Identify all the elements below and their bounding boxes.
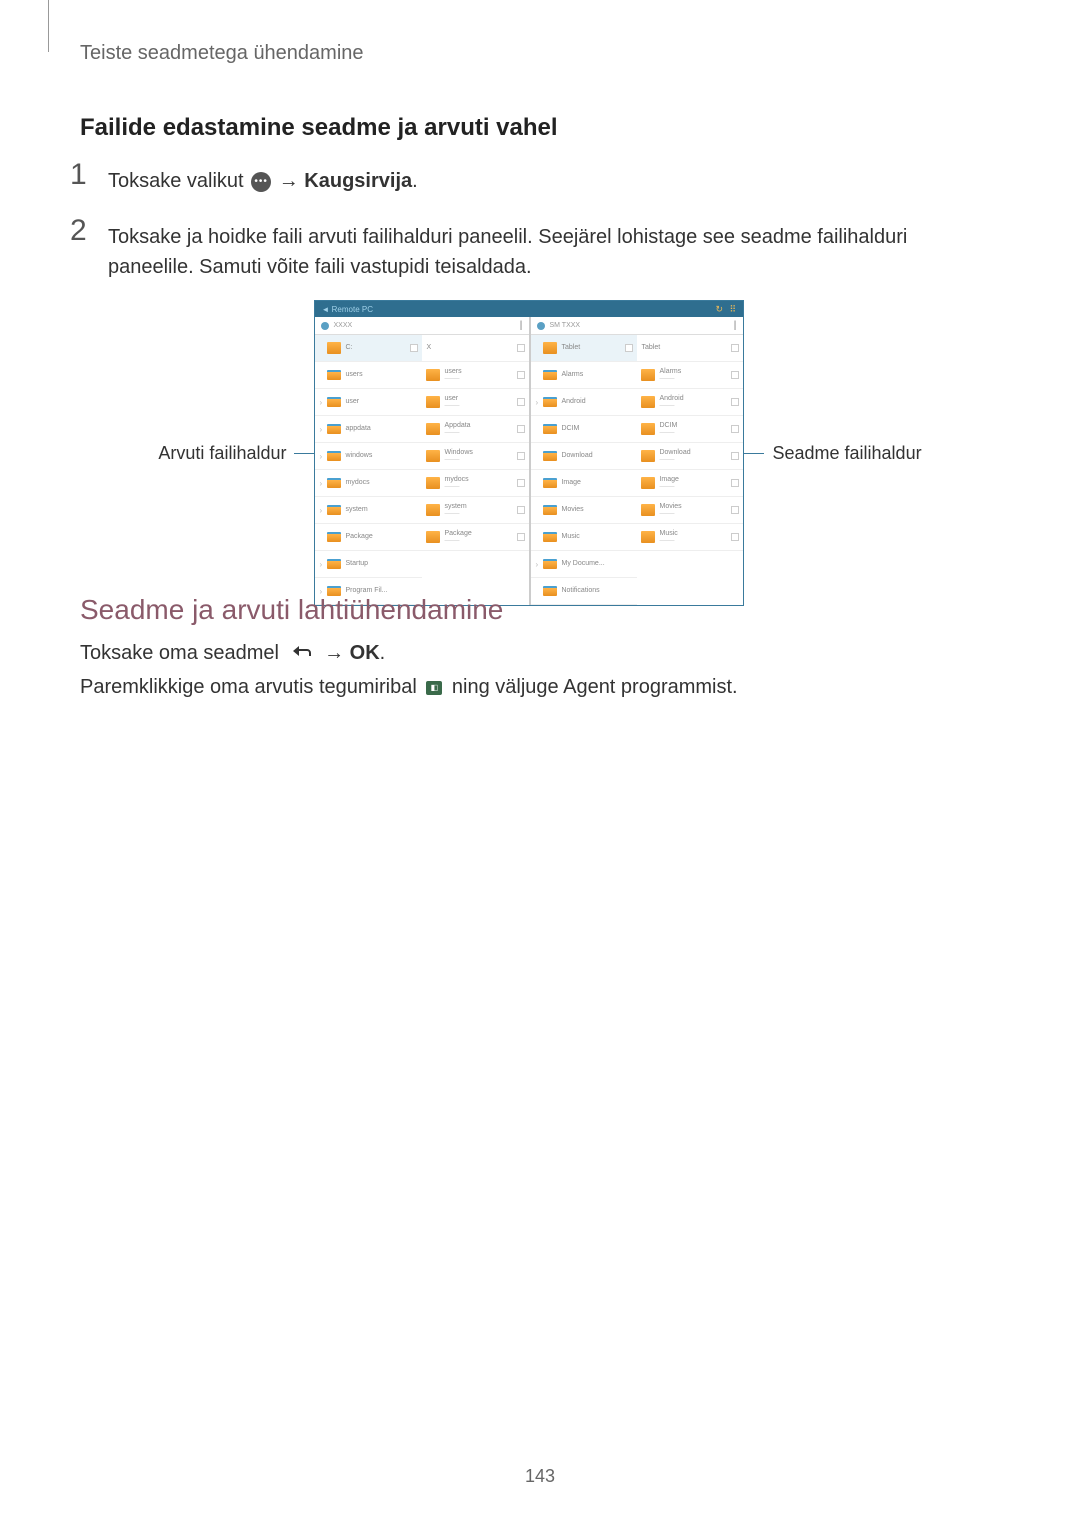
label-left-pc: Arvuti failihaldur bbox=[158, 443, 286, 464]
file-row: mydocs——— bbox=[422, 470, 529, 497]
panel-pc: XXXX ┃ C: users ›user ›appdata ›windows … bbox=[315, 317, 529, 605]
page-header: Teiste seadmetega ühendamine bbox=[80, 42, 364, 65]
step-2-number: 2 bbox=[70, 216, 100, 246]
step-2-text: Toksake ja hoidke faili arvuti failihald… bbox=[108, 216, 968, 282]
titlebar-icons: ↻ ⠿ bbox=[715, 305, 737, 313]
file-row: Tablet bbox=[637, 335, 743, 362]
para2-pre: Paremklikkige oma arvutis tegumiribal bbox=[80, 676, 422, 698]
step-1: 1 Toksake valikut ••• → Kaugsirvija. bbox=[70, 160, 418, 196]
refresh-icon: ↻ bbox=[715, 305, 723, 313]
back-icon bbox=[289, 642, 315, 665]
step-1-pre: Toksake valikut bbox=[108, 170, 249, 192]
file-row: ›Android bbox=[531, 389, 637, 416]
panel-device-header-text: SM TXXX bbox=[549, 322, 580, 329]
connector-right bbox=[744, 453, 764, 454]
file-row: DCIM bbox=[531, 416, 637, 443]
section-title-disconnect: Seadme ja arvuti lahtiühendamine bbox=[80, 594, 503, 626]
step-1-end: . bbox=[412, 170, 418, 192]
file-row: ›Startup bbox=[315, 551, 422, 578]
section-title-transfer: Failide edastamine seadme ja arvuti vahe… bbox=[80, 114, 558, 142]
file-row: system——— bbox=[422, 497, 529, 524]
para1-bold: OK bbox=[350, 642, 380, 664]
panel-pc-header-text: XXXX bbox=[333, 322, 352, 329]
panel-device: SM TXXX ┃ Tablet Alarms ›Android DCIM Do… bbox=[529, 317, 743, 605]
pc-file-list: C: users ›user ›appdata ›windows ›mydocs… bbox=[315, 335, 529, 605]
file-row: users bbox=[315, 362, 422, 389]
file-row: ›appdata bbox=[315, 416, 422, 443]
titlebar: ◄ Remote PC ↻ ⠿ bbox=[315, 301, 743, 317]
more-icon: ••• bbox=[251, 172, 271, 192]
step-2: 2 Toksake ja hoidke faili arvuti failiha… bbox=[70, 216, 968, 282]
label-right-device: Seadme failihaldur bbox=[772, 443, 921, 464]
file-row: Music bbox=[531, 524, 637, 551]
file-row: Alarms bbox=[531, 362, 637, 389]
grid-icon: ⠿ bbox=[729, 305, 737, 313]
file-row: ›My Docume... bbox=[531, 551, 637, 578]
connector-left bbox=[294, 453, 314, 454]
screenshot: ◄ Remote PC ↻ ⠿ XXXX ┃ C: users ›user bbox=[314, 300, 744, 606]
file-row: Package bbox=[315, 524, 422, 551]
file-row: DCIM——— bbox=[637, 416, 743, 443]
file-row: Image——— bbox=[637, 470, 743, 497]
agent-tray-icon: ◧ bbox=[426, 681, 442, 695]
step-1-text: Toksake valikut ••• → Kaugsirvija. bbox=[108, 160, 418, 196]
page-number: 143 bbox=[0, 1466, 1080, 1487]
file-row: user——— bbox=[422, 389, 529, 416]
file-row: ›mydocs bbox=[315, 470, 422, 497]
panels: XXXX ┃ C: users ›user ›appdata ›windows … bbox=[315, 317, 743, 605]
step-1-bold: Kaugsirvija bbox=[304, 170, 412, 192]
file-row: Download——— bbox=[637, 443, 743, 470]
para1-arrow: → bbox=[319, 642, 350, 664]
file-row: Movies bbox=[531, 497, 637, 524]
device-col-a: Tablet Alarms ›Android DCIM Download Ima… bbox=[531, 335, 637, 605]
pc-col-b: X users——— user——— Appdata——— Windows———… bbox=[422, 335, 529, 605]
file-row: Alarms——— bbox=[637, 362, 743, 389]
bar-icon: ┃ bbox=[733, 321, 738, 330]
file-row: X bbox=[422, 335, 529, 362]
file-row: Movies——— bbox=[637, 497, 743, 524]
pc-col-a: C: users ›user ›appdata ›windows ›mydocs… bbox=[315, 335, 422, 605]
file-row: Notifications bbox=[531, 578, 637, 605]
file-row: C: bbox=[315, 335, 422, 362]
device-file-list: Tablet Alarms ›Android DCIM Download Ima… bbox=[531, 335, 743, 605]
file-row: Android——— bbox=[637, 389, 743, 416]
file-row: ›windows bbox=[315, 443, 422, 470]
bar-icon: ┃ bbox=[519, 321, 524, 330]
file-row: Appdata——— bbox=[422, 416, 529, 443]
para1-end: . bbox=[380, 642, 386, 664]
file-row: Image bbox=[531, 470, 637, 497]
device-col-b: Tablet Alarms——— Android——— DCIM——— Down… bbox=[637, 335, 743, 605]
para1-pre: Toksake oma seadmel bbox=[80, 642, 285, 664]
file-row: ›system bbox=[315, 497, 422, 524]
para-1: Toksake oma seadmel → OK. bbox=[80, 642, 385, 665]
file-row: Package——— bbox=[422, 524, 529, 551]
figure: Arvuti failihaldur ◄ Remote PC ↻ ⠿ XXXX … bbox=[0, 300, 1080, 606]
file-row: Download bbox=[531, 443, 637, 470]
step-1-arrow: → bbox=[273, 170, 304, 192]
step-1-number: 1 bbox=[70, 160, 100, 190]
file-row: Music——— bbox=[637, 524, 743, 551]
file-row: ›user bbox=[315, 389, 422, 416]
device-dot-icon bbox=[537, 322, 545, 330]
file-row: users——— bbox=[422, 362, 529, 389]
panel-device-header: SM TXXX ┃ bbox=[531, 317, 743, 335]
para2-post: ning väljuge Agent programmist. bbox=[446, 676, 737, 698]
pc-dot-icon bbox=[321, 322, 329, 330]
file-row: Windows——— bbox=[422, 443, 529, 470]
para-2: Paremklikkige oma arvutis tegumiribal ◧ … bbox=[80, 676, 738, 699]
panel-pc-header: XXXX ┃ bbox=[315, 317, 529, 335]
file-row: Tablet bbox=[531, 335, 637, 362]
titlebar-text: ◄ Remote PC bbox=[321, 305, 373, 314]
page-margin-line bbox=[48, 0, 49, 52]
